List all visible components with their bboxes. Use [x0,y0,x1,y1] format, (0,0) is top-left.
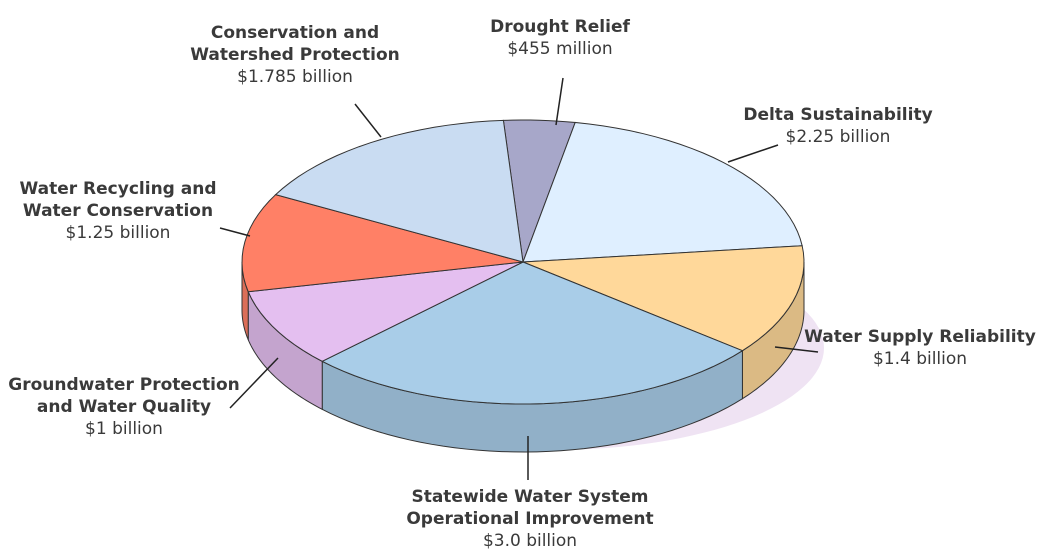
pie-slice-drought [502,119,576,263]
label-conservation: Conservation and Watershed Protection $1… [170,22,420,88]
label-delta-name: Delta Sustainability [743,105,933,125]
pie-slice-delta [522,121,803,263]
label-recycling-value: $1.25 billion [65,223,171,243]
label-statewide-value: $3.0 billion [482,531,578,551]
leader-line-supply [774,346,819,353]
label-supply-value: $1.4 billion [872,349,968,369]
leader-line-conservation [354,103,382,138]
pie-slice-groundwater [247,261,524,362]
label-statewide: Statewide Water System Operational Impro… [395,486,665,552]
label-drought-name: Drought Relief [490,17,630,37]
label-recycling: Water Recycling and Water Conservation $… [8,178,228,244]
leader-line-recycling [219,227,251,237]
pie-slice-statewide [321,261,744,405]
label-statewide-name-2: Operational Improvement [406,509,654,529]
label-delta: Delta Sustainability $2.25 billion [718,104,958,148]
leader-lines [219,77,819,480]
pie-top [241,119,805,405]
label-drought: Drought Relief $455 million [470,16,650,60]
leader-line-drought [555,77,564,126]
label-groundwater-name-2: and Water Quality [36,397,212,417]
label-recycling-name-2: Water Conservation [22,201,214,221]
label-statewide-name-1: Statewide Water System [411,487,649,507]
label-recycling-name-1: Water Recycling and [19,179,217,199]
label-supply-name: Water Supply Reliability [804,327,1036,347]
pie-slice-conservation [274,119,524,263]
label-delta-value: $2.25 billion [785,127,891,147]
label-groundwater: Groundwater Protection and Water Quality… [6,374,242,440]
pie-slice-recycling [241,194,524,293]
label-conservation-value: $1.785 billion [237,67,353,87]
label-groundwater-value: $1 billion [85,419,163,439]
label-supply: Water Supply Reliability $1.4 billion [800,326,1040,370]
leader-line-delta [727,144,779,163]
label-groundwater-name-1: Groundwater Protection [8,375,240,395]
label-conservation-name-2: Watershed Protection [190,45,400,65]
pie-slice-supply [522,245,805,352]
label-conservation-name-1: Conservation and [210,23,380,43]
label-drought-value: $455 million [507,39,613,59]
leader-line-groundwater [229,357,279,409]
